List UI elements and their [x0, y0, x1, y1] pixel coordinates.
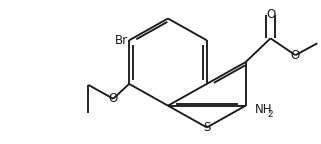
Text: O: O [291, 49, 300, 62]
Text: O: O [266, 8, 275, 21]
Text: 2: 2 [267, 110, 273, 119]
Text: NH: NH [255, 103, 272, 116]
Text: S: S [203, 121, 211, 134]
Text: Br: Br [114, 34, 127, 47]
Text: O: O [108, 92, 118, 105]
